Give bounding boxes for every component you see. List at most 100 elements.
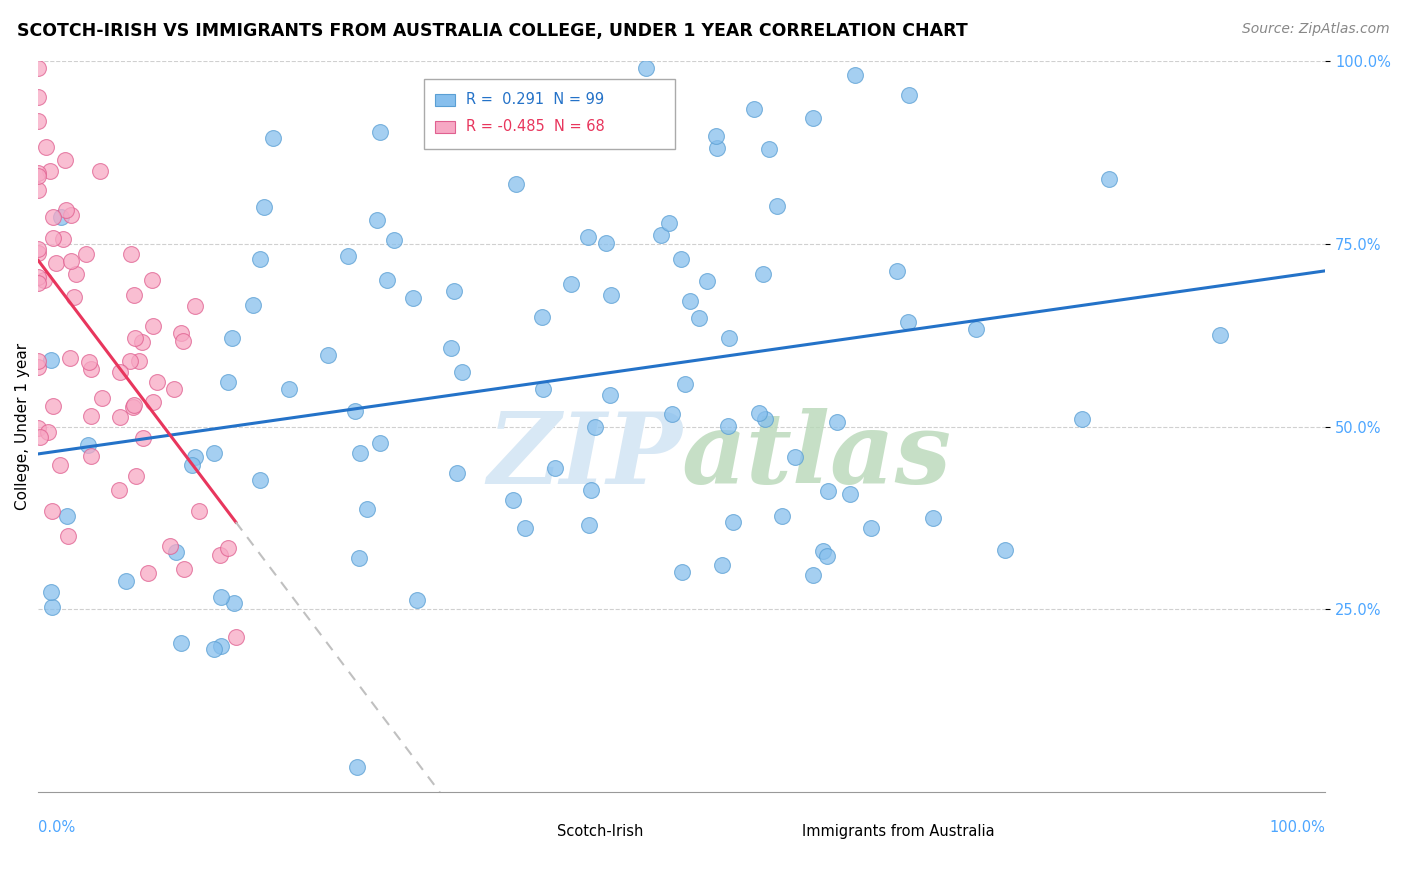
Point	[346, 759, 368, 773]
Point	[51, 210, 73, 224]
Point	[142, 394, 165, 409]
Point	[27, 242, 49, 256]
Point	[27, 169, 49, 183]
Point	[446, 466, 468, 480]
Point	[402, 291, 425, 305]
Point	[183, 450, 205, 464]
Point	[803, 568, 825, 582]
Point	[224, 597, 246, 611]
Text: 0.0%: 0.0%	[38, 820, 76, 835]
Point	[921, 510, 943, 524]
Point	[717, 331, 740, 345]
FancyBboxPatch shape	[434, 94, 456, 106]
Point	[108, 365, 131, 379]
Point	[217, 541, 239, 556]
Point	[27, 166, 49, 180]
Point	[242, 298, 264, 312]
Point	[965, 322, 987, 336]
Point	[673, 376, 696, 391]
Point	[209, 591, 232, 605]
Point	[897, 315, 920, 329]
FancyBboxPatch shape	[534, 826, 553, 839]
Point	[704, 128, 727, 143]
Point	[249, 473, 271, 487]
Point	[132, 430, 155, 444]
Point	[110, 409, 132, 424]
Point	[221, 331, 243, 345]
Point	[688, 311, 710, 326]
Point	[27, 62, 49, 76]
Point	[1070, 412, 1092, 426]
Point	[79, 362, 101, 376]
Point	[897, 87, 920, 102]
Point	[108, 483, 131, 498]
Point	[59, 253, 82, 268]
Point	[225, 630, 247, 644]
Point	[42, 210, 65, 224]
Point	[1209, 327, 1232, 342]
Point	[165, 545, 187, 559]
Point	[45, 255, 67, 269]
Point	[813, 543, 835, 558]
Point	[581, 483, 603, 497]
Point	[121, 400, 143, 414]
Point	[679, 294, 702, 309]
Point	[815, 549, 838, 564]
Point	[217, 375, 239, 389]
Text: Scotch-Irish: Scotch-Irish	[557, 824, 644, 839]
Point	[636, 62, 658, 76]
Point	[77, 355, 100, 369]
Point	[661, 407, 683, 421]
Point	[131, 334, 153, 349]
Point	[27, 246, 49, 260]
Point	[382, 234, 405, 248]
Point	[599, 388, 621, 402]
Text: ZIP: ZIP	[486, 408, 682, 504]
Point	[356, 501, 378, 516]
Point	[349, 445, 371, 459]
Point	[994, 542, 1017, 557]
Point	[42, 231, 65, 245]
Point	[443, 284, 465, 298]
Point	[544, 80, 567, 95]
Point	[122, 398, 145, 412]
Point	[375, 273, 398, 287]
Point	[717, 419, 740, 434]
Text: Immigrants from Australia: Immigrants from Australia	[801, 824, 994, 839]
Point	[53, 153, 76, 168]
Point	[124, 331, 146, 345]
Point	[406, 593, 429, 607]
Point	[122, 288, 145, 302]
Point	[27, 421, 49, 435]
Point	[209, 639, 232, 653]
Point	[75, 247, 97, 261]
Point	[27, 270, 49, 285]
Point	[450, 365, 472, 379]
Point	[658, 216, 681, 230]
Point	[142, 318, 165, 333]
Point	[531, 382, 554, 396]
Point	[32, 272, 55, 286]
Point	[30, 430, 52, 444]
Point	[27, 276, 49, 290]
Point	[844, 68, 866, 82]
Point	[560, 277, 582, 292]
Point	[118, 354, 141, 368]
Point	[827, 415, 849, 429]
Point	[91, 391, 114, 405]
Text: atlas: atlas	[682, 408, 952, 504]
Point	[170, 635, 193, 649]
Point	[783, 450, 806, 464]
Point	[711, 558, 734, 572]
Point	[172, 334, 194, 348]
Point	[801, 112, 824, 126]
Text: R =  0.291  N = 99: R = 0.291 N = 99	[465, 92, 603, 107]
Point	[37, 425, 59, 439]
Point	[249, 252, 271, 267]
Point	[208, 548, 231, 562]
Point	[860, 521, 883, 535]
Point	[262, 131, 284, 145]
Point	[52, 232, 75, 246]
Point	[669, 252, 692, 266]
Point	[27, 359, 49, 374]
